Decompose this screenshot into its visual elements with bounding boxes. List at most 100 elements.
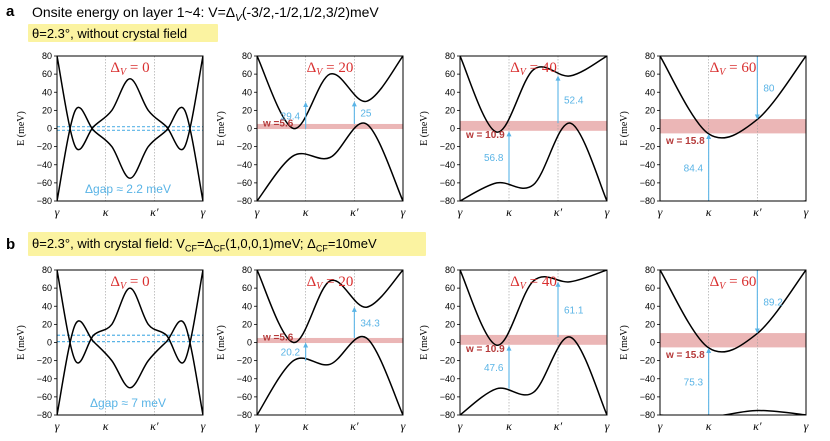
y-tick-label: 0 <box>247 124 252 134</box>
y-tick-label: 80 <box>645 265 655 275</box>
plot-frame <box>56 269 204 416</box>
y-tick-label: 80 <box>42 51 52 61</box>
y-tick-label: 0 <box>247 338 252 348</box>
band-conduction <box>660 270 806 353</box>
x-tick-label: κ <box>103 205 109 219</box>
band-conduction <box>57 270 203 364</box>
window-width-label: w =5.6 <box>262 119 294 130</box>
y-tick-label: −40 <box>37 160 52 170</box>
y-tick-label: −40 <box>237 160 252 170</box>
panel-title-value: = 0 <box>126 274 149 290</box>
panel-title-value: = 60 <box>725 60 756 76</box>
y-tick-label: 60 <box>42 69 52 79</box>
row-b-sub-2: CF <box>213 243 226 254</box>
panel-title: ΔV = 20 <box>307 274 354 292</box>
energy-window <box>257 337 403 344</box>
y-tick-label: −80 <box>640 410 655 420</box>
row-b-title-3: (1,0,0,1)meV; Δ <box>225 236 316 251</box>
y-tick-label: 0 <box>450 338 455 348</box>
band-valence <box>257 122 403 201</box>
plot-frame <box>56 55 204 202</box>
x-tick-label: γ <box>804 205 809 219</box>
band-conduction <box>460 270 607 346</box>
chart-a3: 56.8 52.4 w = 10.9 −80 −60 −40 −20 0 20 40 60 80 E (… <box>419 51 610 219</box>
x-tick-label: γ <box>458 205 463 219</box>
panel-title-delta: Δ <box>307 274 317 290</box>
gap-arrow-head <box>506 345 512 351</box>
band-conduction <box>257 56 403 130</box>
y-tick-label: −40 <box>37 374 52 384</box>
band-valence <box>57 320 203 415</box>
gap-arrow-head <box>506 131 512 137</box>
y-tick-label: −20 <box>640 142 655 152</box>
x-tick-label: κ <box>506 205 512 219</box>
y-tick-label: 40 <box>645 87 655 97</box>
x-tick-label: γ <box>55 205 60 219</box>
panel-title: ΔV = 60 <box>710 274 757 292</box>
gap-arrow-head <box>303 342 309 348</box>
chart-a2: 29.4 25 w =5.6 −80 −60 −40 −20 0 20 40 60 80 E (meV)… <box>216 51 406 219</box>
y-tick-label: 20 <box>445 319 455 329</box>
panel-title: ΔV = 0 <box>110 60 149 78</box>
panel-title-delta: Δ <box>110 274 120 290</box>
y-axis-label: E (meV) <box>419 325 430 360</box>
window-width-label: w =5.6 <box>262 333 294 344</box>
band-valence <box>798 200 806 201</box>
panel-title-sub: V <box>520 281 528 292</box>
x-tick-label: γ <box>401 419 406 433</box>
x-tick-label: κ <box>706 419 712 433</box>
gap-arrow-head <box>706 133 712 139</box>
energy-window <box>660 119 806 134</box>
y-tick-label: 80 <box>242 265 252 275</box>
y-tick-label: 80 <box>645 51 655 61</box>
x-tick-label: γ <box>458 419 463 433</box>
y-tick-label: 60 <box>645 283 655 293</box>
row-b-title-4: =10meV <box>327 236 377 251</box>
x-tick-label: γ <box>804 419 809 433</box>
y-tick-label: −60 <box>440 178 455 188</box>
y-tick-label: −80 <box>640 196 655 206</box>
panel-title-sub: V <box>120 67 128 78</box>
x-tick-label: γ <box>401 205 406 219</box>
y-tick-label: 80 <box>42 265 52 275</box>
y-axis-label: E (meV) <box>216 111 227 146</box>
panel-title-delta: Δ <box>307 60 317 76</box>
y-tick-label: 60 <box>42 283 52 293</box>
panel-title: ΔV = 0 <box>110 274 149 292</box>
window-width-label: w = 10.9 <box>465 130 505 141</box>
y-tick-label: 20 <box>42 319 52 329</box>
window-width-label: w = 10.9 <box>465 344 505 355</box>
y-tick-label: −80 <box>37 410 52 420</box>
y-tick-label: −60 <box>640 392 655 402</box>
x-tick-label: κ′ <box>554 205 563 219</box>
row-b-title-2: =Δ <box>196 236 214 251</box>
panel-title-value: = 0 <box>126 60 149 76</box>
x-tick-label: γ <box>255 205 260 219</box>
y-axis-label: E (meV) <box>16 325 27 360</box>
x-tick-label: κ′ <box>753 205 762 219</box>
row-b-title-highlight <box>28 232 426 256</box>
y-tick-label: −80 <box>237 410 252 420</box>
y-tick-label: −80 <box>237 196 252 206</box>
gap-arrow-head <box>351 101 357 107</box>
panel-title: ΔV = 60 <box>710 60 757 78</box>
y-tick-label: 0 <box>47 338 52 348</box>
band-valence <box>660 409 806 415</box>
window-width-label: w = 15.8 <box>665 350 705 361</box>
panel-title-value: = 20 <box>322 274 353 290</box>
y-tick-label: 0 <box>47 124 52 134</box>
y-tick-label: 20 <box>445 105 455 115</box>
x-tick-label: γ <box>605 419 610 433</box>
gap-arrow-head <box>555 75 561 81</box>
y-tick-label: 40 <box>445 301 455 311</box>
gap-value-label: 56.8 <box>484 153 504 164</box>
y-tick-label: 20 <box>645 105 655 115</box>
x-tick-label: γ <box>658 205 663 219</box>
y-tick-label: −60 <box>440 392 455 402</box>
y-tick-label: −20 <box>440 142 455 152</box>
gap-value-label: 47.6 <box>484 363 504 374</box>
x-tick-label: κ′ <box>350 419 359 433</box>
